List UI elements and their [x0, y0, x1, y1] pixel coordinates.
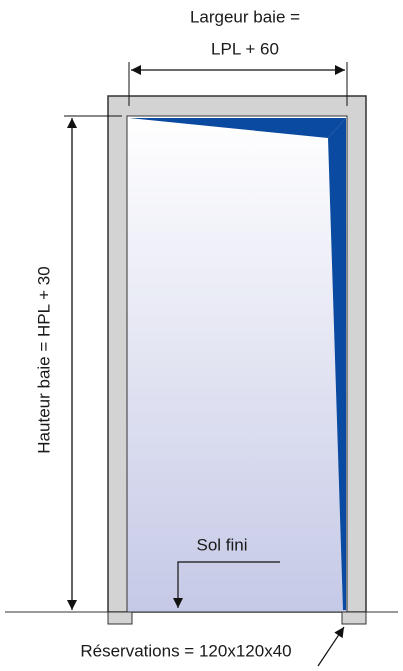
- width-formula: LPL + 60: [211, 39, 279, 58]
- height-label: Hauteur baie = HPL + 30: [34, 266, 53, 453]
- reservations-label: Réservations = 120x120x40: [80, 641, 291, 660]
- reservation-left: [107, 611, 133, 625]
- floor-label: Sol fini: [196, 535, 247, 554]
- opening: [126, 115, 348, 613]
- reservation-right: [341, 611, 367, 625]
- floor-leader: [173, 561, 280, 608]
- door-top: [129, 118, 346, 138]
- reservations-leader: [317, 626, 345, 667]
- width-label: Largeur baie =: [190, 7, 300, 26]
- door-side: [328, 118, 346, 610]
